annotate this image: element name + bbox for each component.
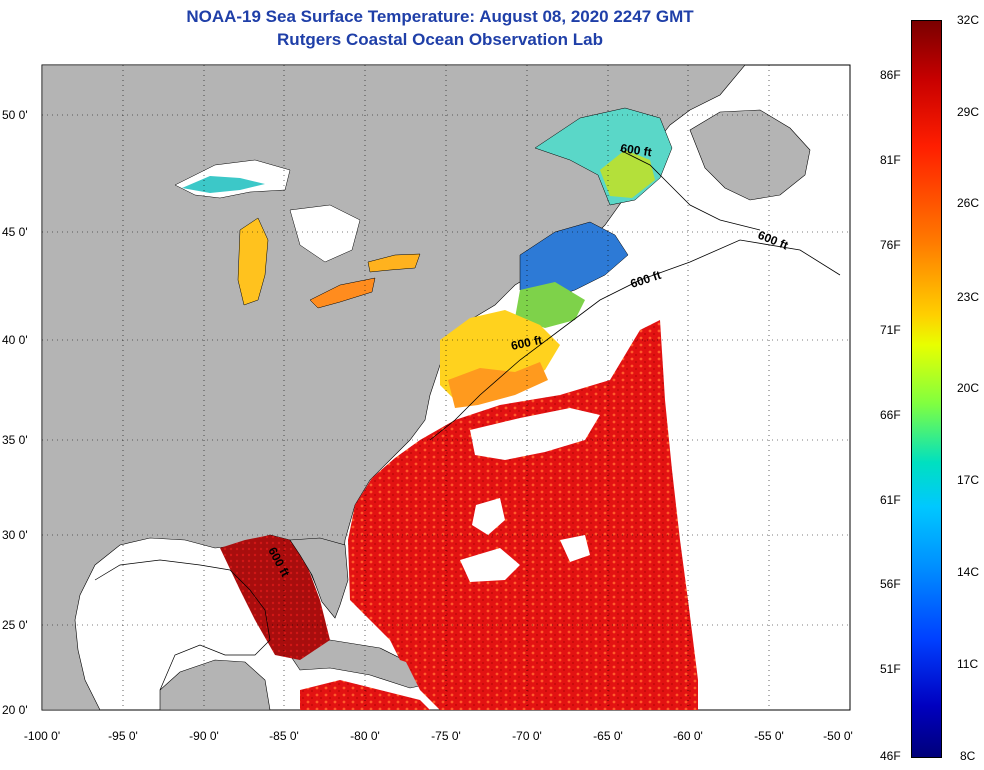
contour-label: 600 ft — [620, 141, 653, 159]
colorbar-celsius-label: 14C — [957, 565, 980, 579]
colorbar-fahrenheit-label: 81F — [880, 153, 901, 167]
map-title: NOAA-19 Sea Surface Temperature: August … — [186, 7, 694, 26]
shelf-contour — [429, 239, 841, 441]
land-florida — [289, 537, 349, 619]
lon-tick: -70 0' — [512, 729, 542, 743]
lake-superior-sst — [182, 176, 265, 193]
lat-tick: 20 0' — [2, 703, 28, 717]
colorbar-celsius-label: 26C — [957, 196, 980, 210]
colorbar-fahrenheit-label: 86F — [880, 68, 901, 82]
land-north-america — [42, 65, 746, 710]
colorbar-celsius-label: 17C — [957, 473, 980, 487]
lake-huron — [289, 204, 361, 263]
latitude-axis: 50 0' 45 0' 40 0' 35 0' 30 0' 25 0' 20 0… — [2, 108, 28, 717]
colorbar-celsius-label: 11C — [957, 657, 979, 671]
lake-ontario — [367, 253, 421, 273]
lon-tick: -85 0' — [269, 729, 299, 743]
lake-erie — [309, 277, 376, 309]
lon-tick: -90 0' — [189, 729, 219, 743]
colorbar-fahrenheit-label: 56F — [880, 577, 901, 591]
lon-tick: -80 0' — [350, 729, 380, 743]
lat-tick: 50 0' — [2, 108, 28, 122]
mid-atlantic-warm — [448, 362, 548, 408]
lon-tick: -65 0' — [593, 729, 623, 743]
land-yucatan — [159, 659, 271, 710]
longitude-axis: -100 0' -95 0' -90 0' -85 0' -80 0' -75 … — [24, 729, 853, 743]
colorbar-celsius-label: 23C — [957, 290, 980, 304]
colorbar-fahrenheit-label: 71F — [880, 323, 901, 337]
gulf-st-lawrence-cold — [600, 150, 655, 198]
lat-tick: 30 0' — [2, 528, 28, 542]
lon-tick: -55 0' — [754, 729, 784, 743]
lon-tick: -50 0' — [823, 729, 853, 743]
cloud-4 — [560, 535, 590, 562]
lon-tick: -100 0' — [24, 729, 60, 743]
land-newfoundland — [689, 109, 811, 201]
georges-bank — [515, 282, 585, 328]
colorbar-fahrenheit-label: 66F — [880, 408, 901, 422]
colorbar-fahrenheit-label: 51F — [880, 662, 901, 676]
lat-tick: 35 0' — [2, 433, 28, 447]
shelf-contour-north — [619, 149, 761, 231]
lon-tick: -75 0' — [431, 729, 461, 743]
lake-michigan — [237, 217, 269, 306]
colorbar-celsius-label: 32C — [957, 13, 980, 27]
colorbar-celsius-label: 20C — [957, 381, 980, 395]
cloud-1 — [470, 408, 600, 460]
lat-tick: 45 0' — [2, 225, 28, 239]
colorbar-celsius-label: 8C — [960, 749, 976, 763]
lon-tick: -60 0' — [673, 729, 703, 743]
cloud-3 — [460, 548, 520, 582]
temperature-colorbar — [911, 20, 942, 758]
colorbar-fahrenheit-label: 76F — [880, 238, 901, 252]
lat-tick: 40 0' — [2, 333, 28, 347]
colorbar-fahrenheit-label: 46F — [880, 749, 901, 763]
colorbar-celsius-label: 29C — [957, 105, 980, 119]
lon-tick: -95 0' — [108, 729, 138, 743]
colorbar-fahrenheit-label: 61F — [880, 493, 901, 507]
atlantic-warm-water — [348, 320, 698, 710]
lat-tick: 25 0' — [2, 618, 28, 632]
cloud-2 — [472, 498, 505, 535]
gulf-mexico-hot — [220, 535, 330, 660]
map-subtitle: Rutgers Coastal Ocean Observation Lab — [277, 30, 603, 49]
gulf-contour — [94, 559, 271, 691]
contour-label: 600 ft — [510, 333, 544, 353]
caribbean-east — [380, 600, 440, 670]
